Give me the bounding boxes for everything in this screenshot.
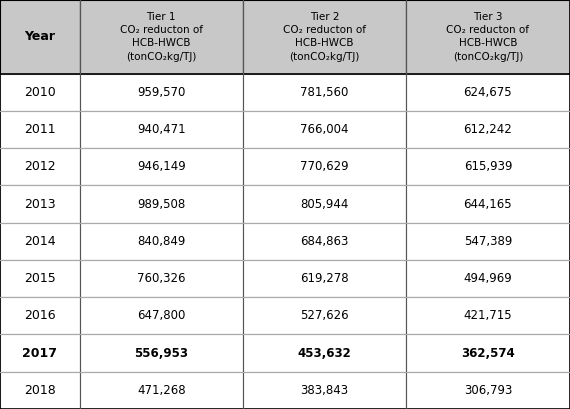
Text: Tier 1
CO₂ reducton of
HCB-HWCB
(tonCO₂kg/TJ): Tier 1 CO₂ reducton of HCB-HWCB (tonCO₂k… [120,12,203,62]
Bar [0,335,80,372]
Text: 644,165: 644,165 [463,198,512,211]
Bar [80,297,243,335]
Text: 471,268: 471,268 [137,384,186,397]
Bar [243,335,406,372]
Bar [80,260,243,297]
Bar [243,111,406,148]
Bar [0,222,80,260]
Bar [80,372,243,409]
Text: Year: Year [25,30,55,43]
Bar [80,74,243,111]
Bar [0,111,80,148]
Text: 362,574: 362,574 [461,346,515,360]
Bar [406,260,570,297]
Text: 2010: 2010 [24,86,56,99]
Bar [80,185,243,222]
Bar [0,74,80,111]
Text: 527,626: 527,626 [300,309,349,322]
Text: 946,149: 946,149 [137,160,186,173]
Bar [243,222,406,260]
Bar [406,222,570,260]
Text: 684,863: 684,863 [300,235,348,248]
Bar [0,297,80,335]
Text: 619,278: 619,278 [300,272,349,285]
Text: 760,326: 760,326 [137,272,186,285]
Bar [80,111,243,148]
Text: 2018: 2018 [24,384,56,397]
Bar [406,111,570,148]
Bar [243,185,406,222]
Bar [243,74,406,111]
Text: 2015: 2015 [24,272,56,285]
Text: 556,953: 556,953 [135,346,188,360]
Text: Tier 3
CO₂ reducton of
HCB-HWCB
(tonCO₂kg/TJ): Tier 3 CO₂ reducton of HCB-HWCB (tonCO₂k… [446,12,530,62]
Bar [80,148,243,185]
Bar [80,222,243,260]
Text: 2011: 2011 [24,123,56,136]
Bar [406,185,570,222]
Text: 959,570: 959,570 [137,86,185,99]
Bar [406,74,570,111]
Bar [0,372,80,409]
Bar [243,372,406,409]
Bar [0,260,80,297]
Bar [0,148,80,185]
Text: 2017: 2017 [22,346,58,360]
Text: 2013: 2013 [24,198,56,211]
Text: 840,849: 840,849 [137,235,185,248]
Bar [406,372,570,409]
Text: 940,471: 940,471 [137,123,186,136]
Bar [243,297,406,335]
Bar [406,335,570,372]
Bar [80,335,243,372]
Text: 494,969: 494,969 [463,272,512,285]
Text: 805,944: 805,944 [300,198,348,211]
Text: 2012: 2012 [24,160,56,173]
Text: 306,793: 306,793 [464,384,512,397]
Text: 615,939: 615,939 [463,160,512,173]
Text: 624,675: 624,675 [463,86,512,99]
Bar [0,185,80,222]
Text: 647,800: 647,800 [137,309,185,322]
Text: 766,004: 766,004 [300,123,349,136]
Text: Tier 2
CO₂ reducton of
HCB-HWCB
(tonCO₂kg/TJ): Tier 2 CO₂ reducton of HCB-HWCB (tonCO₂k… [283,12,366,62]
Bar [243,260,406,297]
Text: 612,242: 612,242 [463,123,512,136]
Text: 421,715: 421,715 [463,309,512,322]
Bar [243,148,406,185]
Text: 547,389: 547,389 [464,235,512,248]
Text: 2014: 2014 [24,235,56,248]
Text: 383,843: 383,843 [300,384,348,397]
Text: 2016: 2016 [24,309,56,322]
Text: 770,629: 770,629 [300,160,349,173]
Text: 453,632: 453,632 [298,346,351,360]
Bar [406,148,570,185]
Text: 781,560: 781,560 [300,86,348,99]
Bar [406,297,570,335]
Text: 989,508: 989,508 [137,198,185,211]
